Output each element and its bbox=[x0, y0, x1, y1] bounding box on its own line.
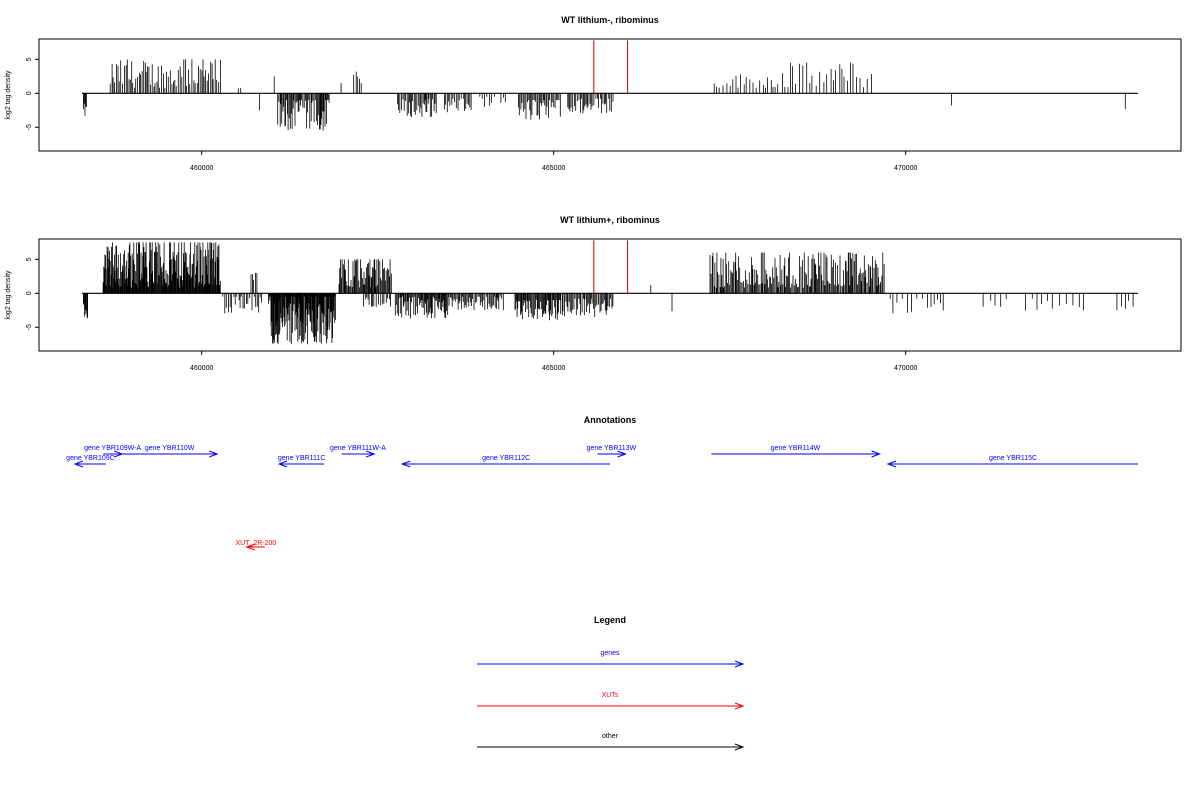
gene-arrow bbox=[277, 460, 325, 468]
y-tick-label: -5 bbox=[26, 324, 33, 330]
x-tick-label: 465000 bbox=[542, 365, 565, 372]
gene-label: gene YBR109C bbox=[66, 455, 115, 462]
gene-label: gene YBR111C bbox=[278, 455, 325, 462]
gene-label: gene YBR115C bbox=[989, 455, 1037, 462]
plot-frame bbox=[38, 38, 1182, 152]
gene-label: gene YBR112C bbox=[482, 455, 530, 462]
track-panel-1: WT lithium-, ribominus log2 tag density -5… bbox=[5, 15, 1182, 172]
xut-arrow bbox=[245, 543, 266, 551]
legend-label: other bbox=[602, 733, 619, 740]
legend-title: Legend bbox=[594, 615, 626, 625]
gene-arrow bbox=[341, 450, 376, 458]
x-tick-label: 470000 bbox=[894, 365, 917, 372]
gene-label: gene YBR111W-A bbox=[330, 445, 386, 452]
annotations-panel: Annotations gene YBR109C gene YBR109W-A ge… bbox=[66, 415, 1138, 551]
panel-title: WT lithium-, ribominus bbox=[561, 15, 659, 25]
track-panel-2: WT lithium+, ribominus log2 tag density -5… bbox=[5, 215, 1182, 372]
gene-label: gene YBR114W bbox=[771, 445, 821, 452]
legend-panel: Legend genes XUTs other bbox=[477, 615, 745, 751]
legend-label: genes bbox=[600, 650, 620, 657]
x-tick-label: 460000 bbox=[190, 365, 213, 372]
gene-label: gene YBR109W-A bbox=[84, 445, 141, 452]
y-tick-label: 5 bbox=[26, 257, 33, 261]
gene-arrow bbox=[122, 450, 219, 458]
y-tick-label: 0 bbox=[26, 291, 33, 295]
panel-title: WT lithium+, ribominus bbox=[560, 215, 660, 225]
density-bars bbox=[83, 242, 1134, 345]
track-panels: WT lithium-, ribominus log2 tag density -5… bbox=[5, 15, 1182, 372]
legend-arrow-other bbox=[477, 743, 745, 751]
x-tick-label: 465000 bbox=[542, 165, 565, 172]
gene-arrow bbox=[886, 460, 1138, 468]
plot-frame bbox=[38, 238, 1182, 352]
annotations-title: Annotations bbox=[584, 415, 637, 425]
legend-label: XUTs bbox=[602, 692, 619, 699]
x-tick-label: 460000 bbox=[190, 165, 213, 172]
gene-arrow bbox=[597, 450, 627, 458]
y-tick-label: 5 bbox=[26, 57, 33, 61]
gene-label: gene YBR113W bbox=[587, 445, 637, 452]
y-axis-label: log2 tag density bbox=[5, 270, 12, 320]
density-bars bbox=[83, 59, 1126, 131]
x-tick-label: 470000 bbox=[894, 165, 917, 172]
y-axis-label: log2 tag density bbox=[5, 70, 12, 120]
y-tick-label: -5 bbox=[26, 124, 33, 130]
gene-label: gene YBR110W bbox=[145, 445, 195, 452]
legend-arrow-xut bbox=[477, 702, 745, 710]
legend-arrow-gene bbox=[477, 660, 745, 668]
gene-arrow bbox=[711, 450, 882, 458]
y-tick-label: 0 bbox=[26, 91, 33, 95]
xut-label: XUT_2R-200 bbox=[235, 540, 276, 547]
gene-arrow bbox=[73, 460, 106, 468]
gene-arrow bbox=[400, 460, 610, 468]
